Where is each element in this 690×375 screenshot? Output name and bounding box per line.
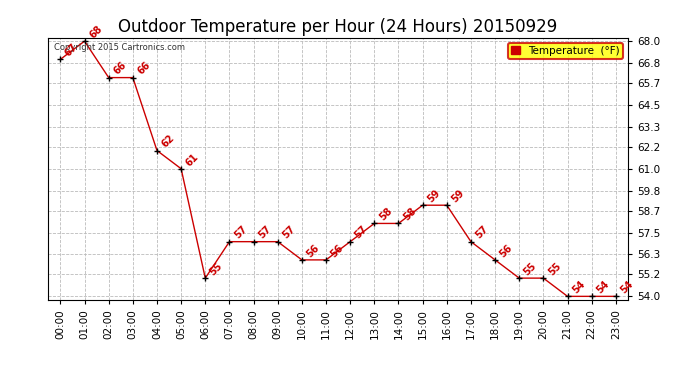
Text: 66: 66 [112, 60, 128, 77]
Text: 57: 57 [233, 224, 249, 241]
Text: 54: 54 [595, 279, 611, 296]
Text: 55: 55 [546, 261, 563, 278]
Text: 57: 57 [281, 224, 297, 241]
Text: 59: 59 [426, 188, 442, 204]
Text: 56: 56 [498, 243, 515, 259]
Text: 54: 54 [619, 279, 635, 296]
Text: 66: 66 [136, 60, 152, 77]
Text: 57: 57 [474, 224, 491, 241]
Text: 68: 68 [88, 24, 104, 40]
Text: 61: 61 [184, 152, 201, 168]
Text: 62: 62 [160, 133, 177, 150]
Text: 57: 57 [257, 224, 273, 241]
Text: 67: 67 [63, 42, 80, 58]
Text: 58: 58 [402, 206, 418, 223]
Text: 55: 55 [208, 261, 225, 278]
Text: Copyright 2015 Cartronics.com: Copyright 2015 Cartronics.com [54, 43, 185, 52]
Text: 55: 55 [522, 261, 539, 278]
Text: 54: 54 [571, 279, 587, 296]
Text: 56: 56 [329, 243, 346, 259]
Legend: Temperature  (°F): Temperature (°F) [508, 43, 622, 59]
Title: Outdoor Temperature per Hour (24 Hours) 20150929: Outdoor Temperature per Hour (24 Hours) … [119, 18, 558, 36]
Text: 57: 57 [353, 224, 370, 241]
Text: 56: 56 [305, 243, 322, 259]
Text: 58: 58 [377, 206, 394, 223]
Text: 59: 59 [450, 188, 466, 204]
